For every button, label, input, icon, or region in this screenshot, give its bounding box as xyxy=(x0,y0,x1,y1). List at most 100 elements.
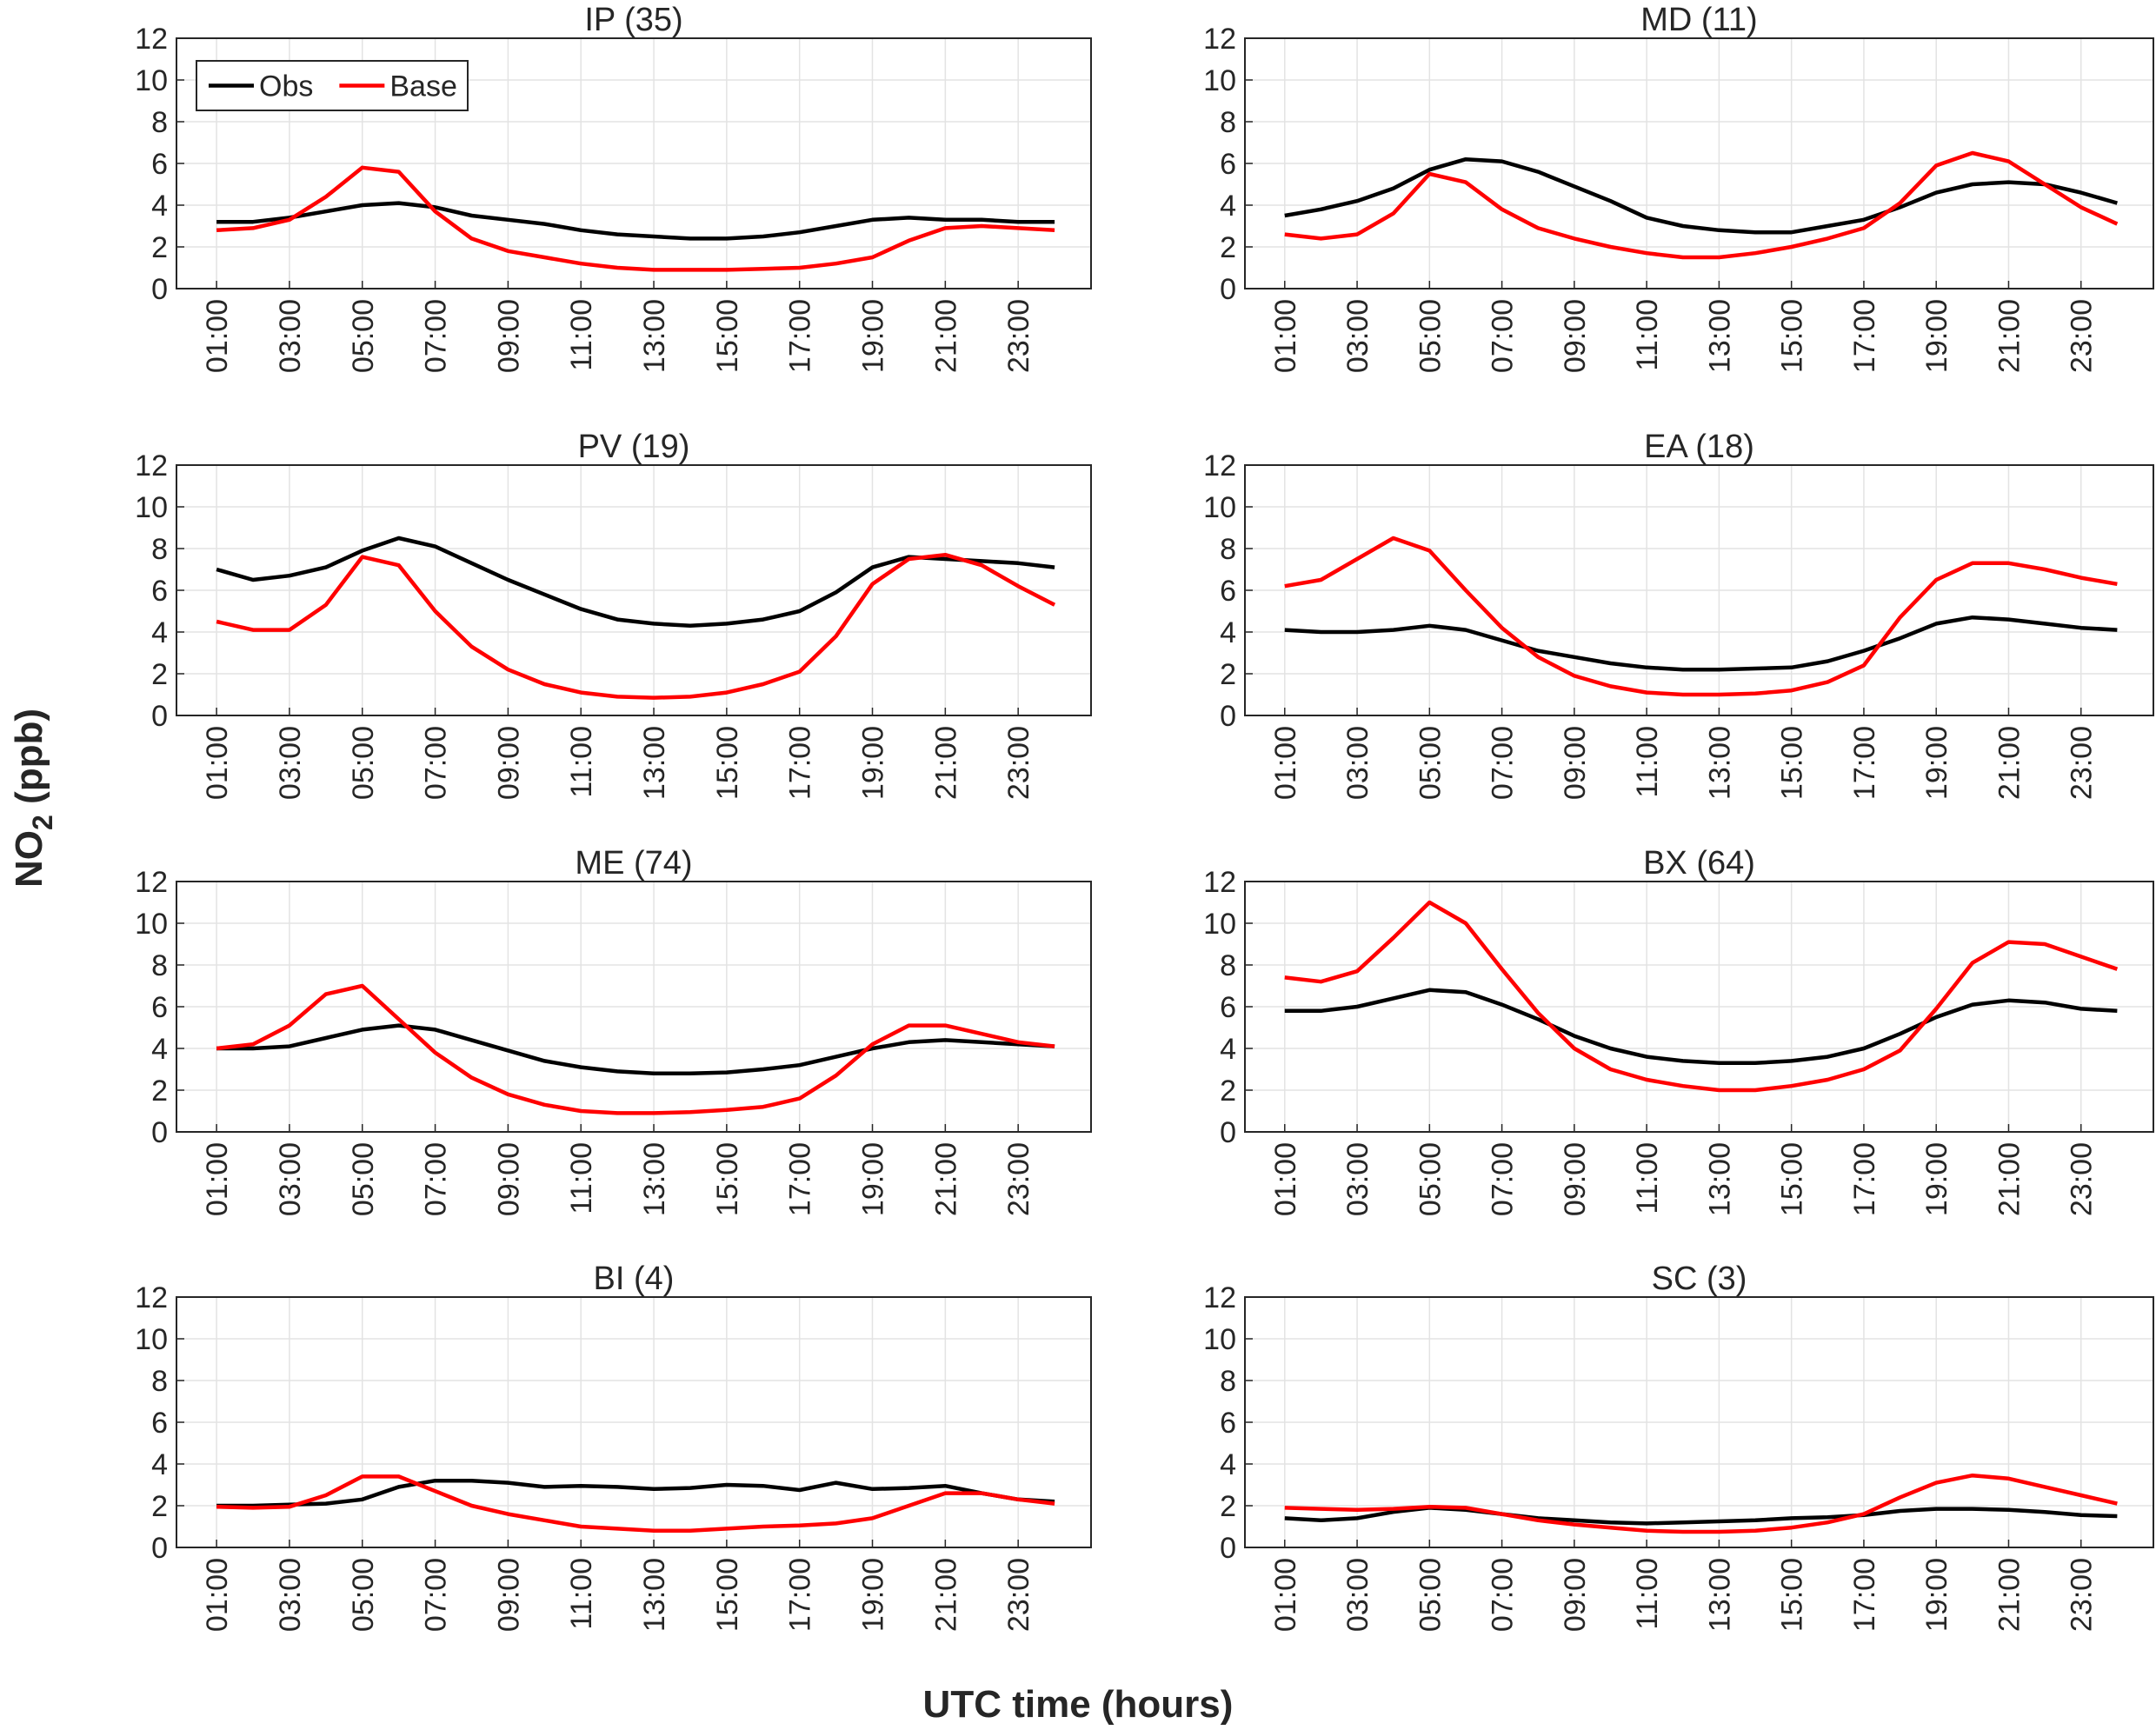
subplot: 0 2 4 6 8 10 12 01:00 03:00 05:00 07:00 09:00 11:00 1… xyxy=(1203,845,2154,1216)
y-tick-label: 8 xyxy=(1220,1365,1236,1398)
y-axis-label-sub: 2 xyxy=(27,815,58,830)
x-tick-label: 17:00 xyxy=(784,726,817,800)
data-line xyxy=(216,983,1055,1115)
x-tick-label: 05:00 xyxy=(1414,1558,1447,1632)
x-tick-label: 21:00 xyxy=(929,299,962,373)
y-tick-label: 10 xyxy=(135,1323,168,1356)
y-tick-label: 10 xyxy=(1203,491,1236,524)
y-tick-label: 0 xyxy=(1220,1116,1236,1149)
y-tick-label: 6 xyxy=(151,991,168,1024)
x-tick-label: 21:00 xyxy=(929,1142,962,1216)
y-axis-label-unit: (ppb) xyxy=(8,709,50,815)
y-tick-label: 8 xyxy=(151,1365,168,1398)
y-tick-label: 12 xyxy=(1203,23,1236,56)
subplot-title: EA (18) xyxy=(1644,429,1754,465)
x-tick-label: 13:00 xyxy=(1703,1142,1736,1216)
x-tick-label: 19:00 xyxy=(1920,1142,1953,1216)
subplot: 0 2 4 6 8 10 12 01:00 03:00 05:00 07:00 09:00 11:00 1… xyxy=(1203,1261,2154,1632)
x-tick-label: 09:00 xyxy=(492,299,525,373)
x-tick-label: 09:00 xyxy=(492,1558,525,1632)
x-tick-label: 15:00 xyxy=(1776,299,1809,373)
subplot: 0 2 4 6 8 10 12 01:00 03:00 05:00 07:00 09:00 11:00 1… xyxy=(1203,2,2154,373)
x-tick-label: 11:00 xyxy=(565,726,598,798)
y-tick-label: 10 xyxy=(135,64,168,97)
x-tick-label: 15:00 xyxy=(711,1142,744,1216)
y-tick-label: 4 xyxy=(1220,1448,1236,1481)
x-tick-label: 21:00 xyxy=(1993,726,2026,800)
x-tick-label: 23:00 xyxy=(1002,1142,1035,1216)
x-tick-label: 05:00 xyxy=(1414,1142,1447,1216)
y-tick-label: 10 xyxy=(135,491,168,524)
y-tick-label: 2 xyxy=(1220,1075,1236,1108)
x-tick-label: 21:00 xyxy=(929,1558,962,1632)
y-tick-label: 0 xyxy=(1220,273,1236,306)
y-tick-label: 12 xyxy=(1203,1281,1236,1314)
y-tick-label: 0 xyxy=(1220,1532,1236,1565)
data-line xyxy=(216,1023,1055,1076)
x-tick-label: 05:00 xyxy=(347,299,380,373)
y-tick-label: 4 xyxy=(151,1033,168,1066)
subplot-title: SC (3) xyxy=(1652,1261,1747,1297)
y-tick-label: 8 xyxy=(151,106,168,139)
axes-box xyxy=(176,37,1092,289)
y-tick-label: 2 xyxy=(151,1490,168,1523)
x-tick-label: 01:00 xyxy=(201,299,234,373)
x-tick-label: 05:00 xyxy=(1414,726,1447,800)
x-tick-label: 03:00 xyxy=(1341,1142,1374,1216)
x-tick-label: 21:00 xyxy=(1993,1142,2026,1216)
subplot: 0 2 4 6 8 10 12 01:00 03:00 05:00 07:00 09:00 11:00 1… xyxy=(1203,429,2154,800)
x-tick-label: 23:00 xyxy=(2066,726,2099,800)
x-tick-label: 13:00 xyxy=(1703,1558,1736,1632)
y-tick-label: 6 xyxy=(151,575,168,608)
x-tick-label: 11:00 xyxy=(565,1558,598,1630)
y-tick-label: 12 xyxy=(135,866,168,899)
x-tick-label: 05:00 xyxy=(347,726,380,800)
x-tick-label: 23:00 xyxy=(1002,1558,1035,1632)
x-tick-label: 01:00 xyxy=(1269,1142,1302,1216)
subplot-title: ME (74) xyxy=(575,845,692,882)
y-tick-label: 0 xyxy=(151,700,168,733)
y-tick-label: 6 xyxy=(151,148,168,181)
data-line xyxy=(216,165,1055,272)
x-tick-label: 07:00 xyxy=(1487,1558,1520,1632)
x-tick-label: 23:00 xyxy=(2066,1558,2099,1632)
x-tick-label: 17:00 xyxy=(1848,299,1881,373)
x-tick-label: 21:00 xyxy=(1993,299,2026,373)
y-tick-label: 10 xyxy=(135,908,168,941)
axes-box xyxy=(176,881,1092,1133)
x-tick-label: 13:00 xyxy=(638,726,671,800)
y-tick-label: 4 xyxy=(151,190,168,223)
y-tick-label: 10 xyxy=(1203,64,1236,97)
y-axis-label-main: NO xyxy=(8,830,50,888)
x-tick-label: 23:00 xyxy=(1002,726,1035,800)
axes-box xyxy=(176,1296,1092,1548)
x-tick-label: 23:00 xyxy=(2066,1142,2099,1216)
axes-box xyxy=(1244,464,2154,716)
y-tick-label: 8 xyxy=(1220,533,1236,566)
data-line xyxy=(1284,900,2119,1093)
x-tick-label: 19:00 xyxy=(1920,299,1953,373)
y-tick-label: 4 xyxy=(151,1448,168,1481)
axes-box xyxy=(176,464,1092,716)
x-tick-label: 17:00 xyxy=(784,299,817,373)
x-tick-label: 15:00 xyxy=(1776,726,1809,800)
data-line xyxy=(1284,1473,2118,1534)
x-tick-label: 09:00 xyxy=(492,726,525,800)
y-tick-label: 4 xyxy=(1220,1033,1236,1066)
y-tick-label: 12 xyxy=(1203,866,1236,899)
x-tick-label: 03:00 xyxy=(274,1142,307,1216)
subplot-title: PV (19) xyxy=(578,429,690,465)
x-tick-label: 01:00 xyxy=(1269,726,1302,800)
y-tick-label: 0 xyxy=(151,1116,168,1149)
x-tick-label: 07:00 xyxy=(420,1558,453,1632)
y-axis-label: NO2 (ppb) xyxy=(8,709,58,888)
x-tick-label: 23:00 xyxy=(1002,299,1035,373)
x-tick-label: 17:00 xyxy=(784,1142,817,1216)
x-tick-label: 09:00 xyxy=(492,1142,525,1216)
x-tick-label: 15:00 xyxy=(1776,1142,1809,1216)
subplot: 0 2 4 6 8 10 12 01:00 03:00 05:00 07:00 09:00 11:00 1… xyxy=(135,845,1092,1216)
y-tick-label: 10 xyxy=(1203,908,1236,941)
x-tick-label: 11:00 xyxy=(565,1142,598,1214)
y-tick-label: 12 xyxy=(135,23,168,56)
x-tick-label: 11:00 xyxy=(565,299,598,371)
